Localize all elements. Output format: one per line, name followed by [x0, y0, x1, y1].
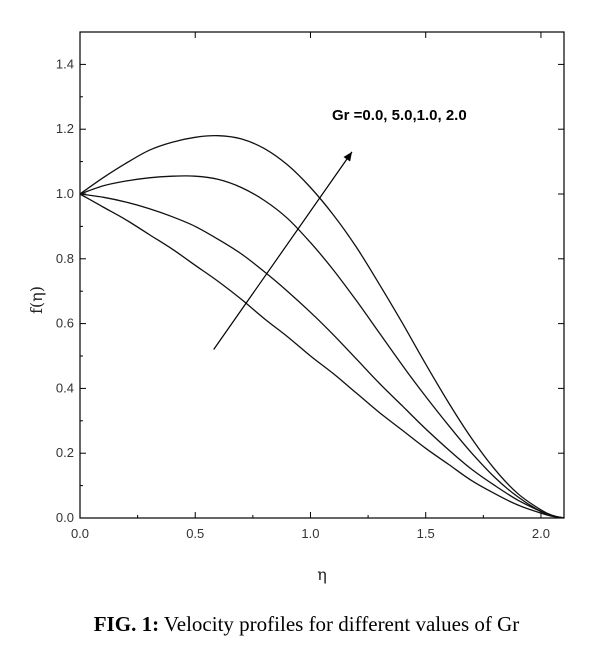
- x-tick-label: 2.0: [532, 526, 550, 541]
- velocity-profile-chart: 0.0 0.2 0.4 0.6 0.8 1.0 1.2 1.4 0.0 0.5 1.0 1.5 2.0…: [27, 31, 565, 584]
- y-tick-label: 0.4: [56, 380, 74, 395]
- y-tick-label: 0.2: [56, 445, 74, 460]
- series-line-2: [79, 193, 565, 519]
- y-tick-label: 1.4: [56, 56, 74, 71]
- x-tick-label: 0.0: [71, 526, 89, 541]
- y-tick-label: 0.0: [56, 510, 74, 525]
- plot-frame: [79, 31, 565, 519]
- figure-caption: FIG. 1: Velocity profiles for different …: [0, 612, 613, 637]
- x-axis-ticks: 0.0 0.5 1.0 1.5 2.0: [71, 32, 550, 541]
- figure-caption-label: FIG. 1:: [93, 612, 160, 636]
- series-line-4: [79, 134, 565, 519]
- y-tick-label: 0.6: [56, 316, 74, 331]
- gr-annotation: Gr =0.0, 5.0,1.0, 2.0: [332, 107, 467, 124]
- y-tick-label: 1.0: [56, 186, 74, 201]
- x-tick-label: 1.5: [417, 526, 435, 541]
- y-tick-label: 0.8: [56, 251, 74, 266]
- x-axis-label: η: [317, 565, 327, 584]
- arrow-shaft: [213, 151, 353, 350]
- x-tick-label: 0.5: [186, 526, 204, 541]
- y-tick-label: 1.2: [56, 121, 74, 136]
- x-tick-label: 1.0: [301, 526, 319, 541]
- figure-caption-text: Velocity profiles for different values o…: [159, 612, 520, 636]
- series-line-3: [79, 175, 565, 519]
- series-lines: [79, 134, 565, 519]
- y-axis-ticks: 0.0 0.2 0.4 0.6 0.8 1.0 1.2 1.4: [56, 31, 564, 525]
- y-axis-label: f(η): [27, 286, 46, 314]
- series-line-1: [79, 193, 565, 519]
- arrow-head: [343, 151, 352, 162]
- trend-arrow: [213, 151, 353, 350]
